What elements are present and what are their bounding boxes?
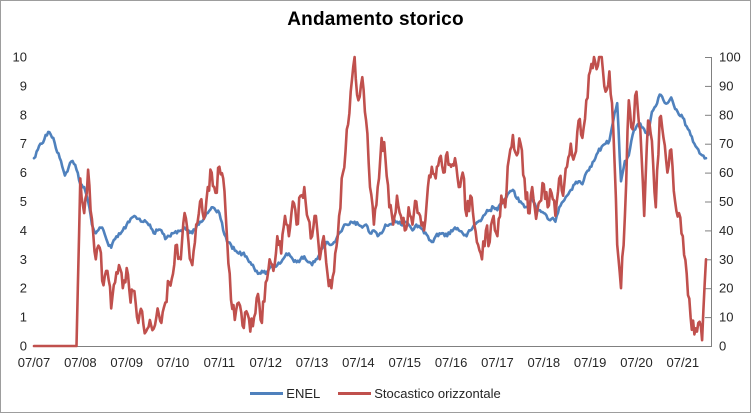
x-axis-label: 07/16 <box>435 355 468 370</box>
x-axis-label: 07/08 <box>64 355 97 370</box>
stocastico-line-swatch <box>338 392 372 395</box>
x-axis-label: 07/10 <box>157 355 190 370</box>
y-axis-label-left: 8 <box>20 107 27 122</box>
x-axis-label: 07/13 <box>296 355 329 370</box>
y-axis-label-right: 100 <box>719 50 741 65</box>
legend-item-enel: ENEL <box>250 386 320 401</box>
y-axis-label-left: 7 <box>20 136 27 151</box>
stocastico-line <box>32 55 708 348</box>
y-axis-right: 0 10 20 30 40 50 60 70 80 90 100 <box>705 50 741 354</box>
enel-line <box>32 93 708 276</box>
y-axis-label-left: 6 <box>20 165 27 180</box>
chart-title: Andamento storico <box>287 9 464 30</box>
y-axis-label-left: 2 <box>20 281 27 296</box>
x-axis-label: 07/20 <box>620 355 653 370</box>
x-axis-label: 07/15 <box>388 355 421 370</box>
legend-label-stocastico: Stocastico orizzontale <box>374 386 501 401</box>
x-axis-label: 07/11 <box>204 355 236 370</box>
x-axis-label: 07/09 <box>110 355 143 370</box>
y-axis-label-right: 60 <box>719 165 733 180</box>
x-axis-label: 07/12 <box>249 355 282 370</box>
y-axis-label-left: 0 <box>20 339 27 354</box>
legend-item-stocastico: Stocastico orizzontale <box>338 386 501 401</box>
y-axis-label-right: 90 <box>719 78 733 93</box>
enel-line-swatch <box>250 392 284 395</box>
x-axis-label: 07/19 <box>574 355 607 370</box>
y-axis-label-left: 3 <box>20 252 27 267</box>
y-axis-label-right: 0 <box>719 339 726 354</box>
y-axis-label-left: 9 <box>20 78 27 93</box>
legend: ENEL Stocastico orizzontale <box>1 386 750 401</box>
legend-label-enel: ENEL <box>286 386 321 401</box>
x-axis-label: 07/21 <box>667 355 700 370</box>
y-axis-label-left: 1 <box>20 310 27 325</box>
x-axis-label: 07/17 <box>481 355 514 370</box>
y-axis-label-left: 10 <box>13 50 27 65</box>
x-axis-label: 07/18 <box>528 355 561 370</box>
y-axis-label-right: 40 <box>719 223 733 238</box>
axes <box>34 57 712 347</box>
x-axis: 07/07 07/08 07/09 07/10 07/11 07/12 07/13 07/14… <box>18 355 699 370</box>
x-axis-label: 07/07 <box>18 355 51 370</box>
x-axis-label: 07/14 <box>342 355 375 370</box>
y-axis-label-right: 20 <box>719 281 733 296</box>
y-axis-label-right: 10 <box>719 310 733 325</box>
y-axis-label-right: 80 <box>719 107 733 122</box>
y-axis-left: 0 1 2 3 4 5 6 7 8 9 10 <box>13 50 27 354</box>
y-axis-label-left: 4 <box>20 223 27 238</box>
y-axis-label-right: 70 <box>719 136 733 151</box>
y-axis-label-right: 50 <box>719 194 733 209</box>
y-axis-label-left: 5 <box>20 194 27 209</box>
y-axis-label-right: 30 <box>719 252 733 267</box>
